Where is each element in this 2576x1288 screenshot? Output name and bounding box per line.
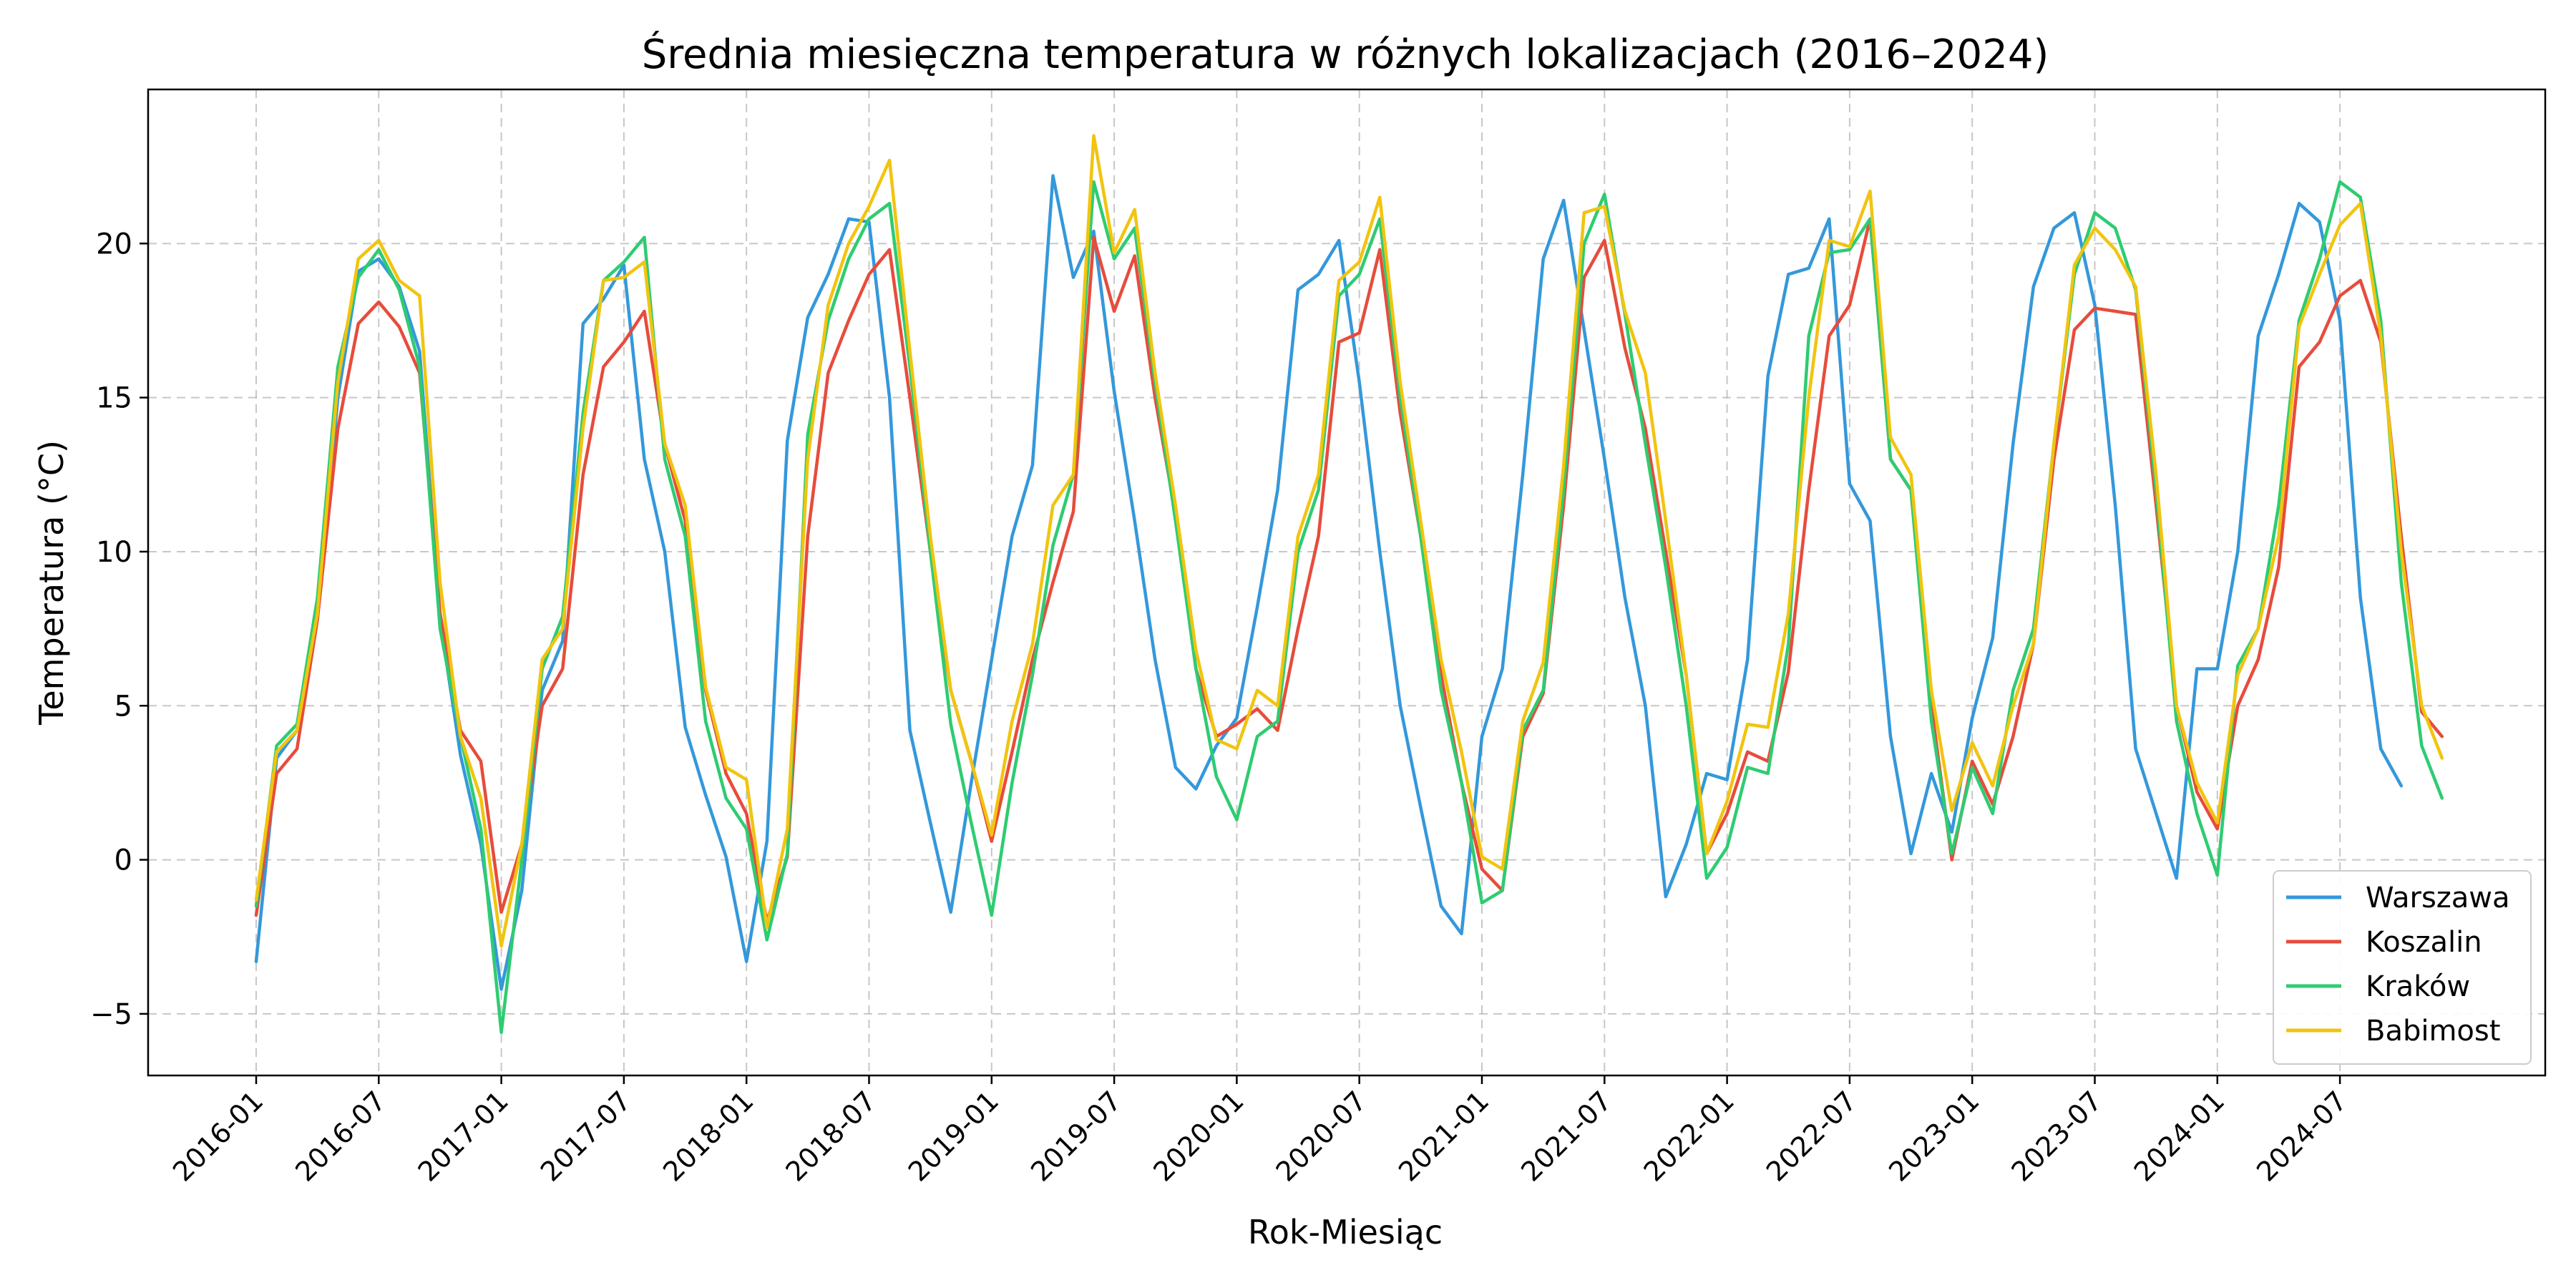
x-axis-label: Rok-Miesiąc xyxy=(1248,1213,1443,1252)
legend-label-babimost: Babimost xyxy=(2366,1015,2500,1048)
legend-label-krakow: Kraków xyxy=(2366,970,2470,1003)
plot-frame xyxy=(147,88,2547,1077)
series-line-babimost xyxy=(254,134,2444,948)
series-lines xyxy=(254,134,2444,1034)
legend-label-warszawa: Warszawa xyxy=(2366,882,2510,914)
legend-box xyxy=(2273,870,2532,1065)
y-tick-label: 5 xyxy=(114,690,132,723)
series-line-krakow xyxy=(254,180,2444,1034)
legend-label-koszalin: Koszalin xyxy=(2366,926,2482,959)
y-tick-label: 0 xyxy=(114,844,132,877)
y-tick-label: −5 xyxy=(90,998,132,1031)
y-tick-label: 20 xyxy=(96,228,132,260)
chart-title: Średnia miesięczna temperatura w różnych… xyxy=(642,31,2049,78)
series-line-koszalin xyxy=(254,217,2444,923)
y-tick-label: 15 xyxy=(96,382,132,415)
series-line-warszawa xyxy=(254,174,2404,991)
y-axis-label: Temperatura (°C) xyxy=(32,440,71,726)
y-tick-label: 10 xyxy=(96,536,132,569)
legend: Warszawa Koszalin Kraków Babimost xyxy=(2273,870,2532,1065)
